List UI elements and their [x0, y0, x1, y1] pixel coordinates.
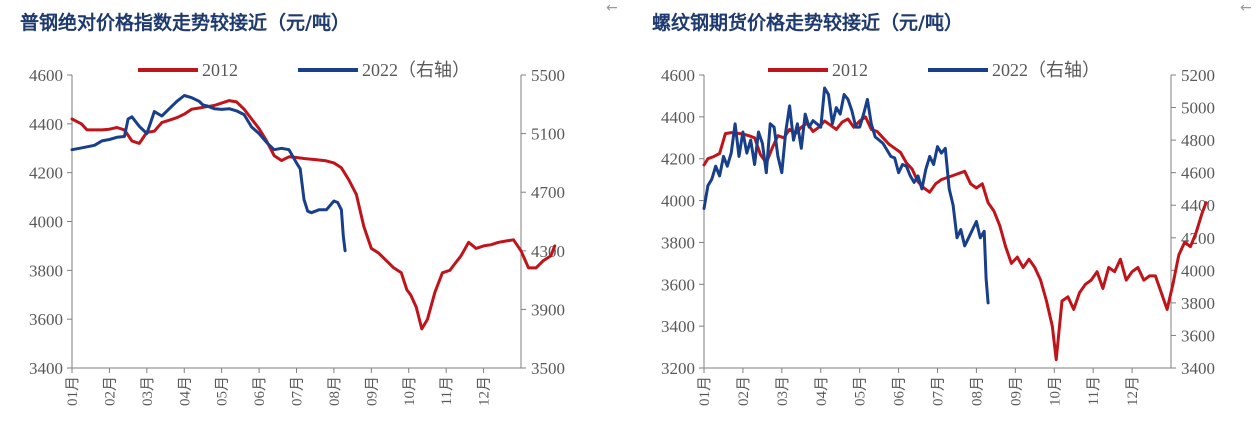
- chart-title: 螺纹钢期货价格走势较接近（元/吨）: [652, 12, 963, 34]
- y-tick-label-right: 3600: [1181, 326, 1215, 345]
- y-tick-label-right: 5000: [1181, 99, 1215, 118]
- series-line-2012: [702, 115, 1208, 362]
- x-tick-label: 04月: [814, 376, 830, 406]
- legend-label: 2022（右轴）: [992, 60, 1100, 80]
- y-tick-label-right: 5100: [531, 125, 565, 144]
- x-tick-label: 10月: [402, 376, 418, 406]
- x-tick-label: 08月: [327, 376, 343, 406]
- y-tick-label-left: 4600: [661, 66, 695, 85]
- y-tick-label-right: 3800: [1181, 294, 1215, 313]
- line-chart-plate-index: 3400 3600 3800 4000 4200 4400 4600 3500 3900 4300…: [29, 60, 565, 406]
- x-tick-label: 07月: [931, 376, 947, 406]
- x-tick-label: 02月: [736, 376, 752, 406]
- x-tick-label: 09月: [364, 376, 380, 406]
- x-tick-label: 11月: [1086, 376, 1102, 405]
- x-tick-label: 09月: [1008, 376, 1024, 406]
- x-tick-label: 10月: [1047, 376, 1063, 406]
- x-tick-label: 03月: [140, 376, 156, 406]
- legend-label: 2012: [832, 60, 868, 80]
- y-tick-label-right: 4200: [1181, 229, 1215, 248]
- x-tick-label: 05月: [853, 376, 869, 406]
- y-tick-label-left: 3600: [29, 310, 63, 329]
- y-tick-label-left: 3400: [661, 317, 695, 336]
- back-arrow-icon[interactable]: ←: [606, 0, 618, 16]
- y-tick-label-left: 3600: [661, 275, 695, 294]
- x-tick-label: 05月: [215, 376, 231, 406]
- x-tick-label: 12月: [477, 376, 493, 406]
- y-tick-label-right: 5500: [531, 66, 565, 85]
- y-tick-label-right: 4300: [531, 242, 565, 261]
- x-tick-label: 02月: [102, 376, 118, 406]
- y-tick-label-left: 3200: [661, 359, 695, 378]
- x-tick-label: 04月: [177, 376, 193, 406]
- legend-label: 2022（右轴）: [362, 60, 470, 80]
- x-tick-label: 07月: [290, 376, 306, 406]
- y-tick-label-left: 4400: [661, 108, 695, 127]
- y-tick-label-left: 3800: [29, 261, 63, 280]
- chart-title: 普钢绝对价格指数走势较接近（元/吨）: [20, 12, 350, 34]
- y-tick-label-right: 5200: [1181, 66, 1215, 85]
- y-tick-label-left: 4600: [29, 66, 63, 85]
- y-tick-label-left: 4400: [29, 115, 63, 134]
- series-line-2022: [70, 94, 347, 253]
- x-tick-label: 06月: [892, 376, 908, 406]
- x-tick-label: 06月: [252, 376, 268, 406]
- y-tick-label-right: 4000: [1181, 261, 1215, 280]
- y-tick-label-left: 4000: [661, 192, 695, 211]
- y-tick-label-left: 3800: [661, 233, 695, 252]
- right-chart-panel: 螺纹钢期货价格走势较接近（元/吨） ← 3200 3400 3600 3800 4000…: [630, 0, 1260, 442]
- y-tick-label-left: 4200: [661, 150, 695, 169]
- x-tick-label: 08月: [969, 376, 985, 406]
- legend-label: 2012: [202, 60, 238, 80]
- y-tick-label-right: 3400: [1181, 359, 1215, 378]
- y-tick-label-right: 4600: [1181, 164, 1215, 183]
- y-tick-label-right: 4400: [1181, 196, 1215, 215]
- x-tick-label: 12月: [1125, 376, 1141, 406]
- series-line-2012: [70, 99, 557, 331]
- back-arrow-icon[interactable]: ←: [1240, 0, 1252, 16]
- x-tick-label: 11月: [439, 376, 455, 405]
- y-tick-label-right: 4800: [1181, 131, 1215, 150]
- y-tick-label-left: 3400: [29, 359, 63, 378]
- series-line-2022: [702, 86, 990, 305]
- x-tick-label: 01月: [65, 376, 81, 406]
- y-tick-label-right: 4700: [531, 183, 565, 202]
- y-tick-label-left: 4200: [29, 164, 63, 183]
- y-tick-label-left: 4000: [29, 213, 63, 232]
- y-tick-label-right: 3900: [531, 300, 565, 319]
- x-tick-label: 01月: [697, 376, 713, 406]
- left-chart-panel: 普钢绝对价格指数走势较接近（元/吨） ← 3400 3600 3800 4000 420…: [20, 0, 618, 406]
- x-tick-label: 03月: [775, 376, 791, 406]
- y-tick-label-right: 3500: [531, 359, 565, 378]
- line-chart-rebar-futures: 3200 3400 3600 3800 4000 4200 4400 4600 3400 3600…: [661, 60, 1215, 406]
